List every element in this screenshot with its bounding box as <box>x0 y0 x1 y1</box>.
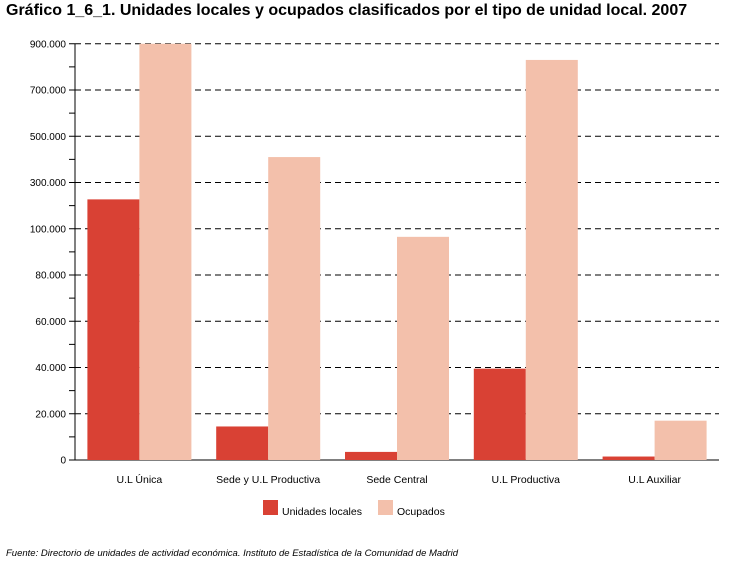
x-category-label: U.L Productiva <box>492 474 561 486</box>
x-category-label: U.L Única <box>117 473 163 486</box>
x-axis-category-labels: U.L Única Sede y U.L Productiva Sede Centr… <box>117 473 682 486</box>
y-axis-tick-labels: 0 20.000 40.000 60.000 80.000 100.000 300.000 5… <box>30 39 67 466</box>
bar-unidades-locales <box>216 426 269 460</box>
bar-unidades-locales <box>345 451 397 460</box>
bar-ocupados <box>397 236 449 460</box>
legend: Unidades locales Ocupados <box>263 500 445 518</box>
y-tick-label: 700.000 <box>30 86 67 97</box>
y-tick-label: 300.000 <box>30 178 67 189</box>
y-tick-label: 60.000 <box>35 317 66 328</box>
y-tick-label: 0 <box>60 456 66 467</box>
bar-chart: 0 20.000 40.000 60.000 80.000 100.000 300.000 5… <box>30 39 719 518</box>
bar-ocupados <box>654 420 707 460</box>
chart-title: Gráfico 1_6_1. Unidades locales y ocupad… <box>6 2 688 19</box>
legend-swatch <box>263 500 278 515</box>
y-tick-label: 20.000 <box>35 409 66 420</box>
legend-label: Ocupados <box>397 506 445 518</box>
x-category-label: Sede Central <box>366 474 427 486</box>
y-tick-label: 80.000 <box>35 271 66 282</box>
x-category-label: Sede y U.L Productiva <box>216 474 320 486</box>
y-tick-label: 100.000 <box>30 224 67 235</box>
y-tick-label: 40.000 <box>35 363 66 374</box>
bar-unidades-locales <box>602 456 655 460</box>
y-tick-label: 500.000 <box>30 132 67 143</box>
bar-ocupados <box>525 59 578 460</box>
bars <box>87 43 707 460</box>
bar-unidades-locales <box>87 199 140 460</box>
source-note: Fuente: Directorio de unidades de activi… <box>6 548 459 559</box>
x-category-label: U.L Auxiliar <box>628 474 681 486</box>
bar-ocupados <box>268 157 321 460</box>
legend-swatch <box>378 500 393 515</box>
bar-ocupados <box>139 43 192 460</box>
y-tick-label: 900.000 <box>30 39 67 50</box>
bar-unidades-locales <box>473 368 526 460</box>
legend-label: Unidades locales <box>282 506 362 518</box>
